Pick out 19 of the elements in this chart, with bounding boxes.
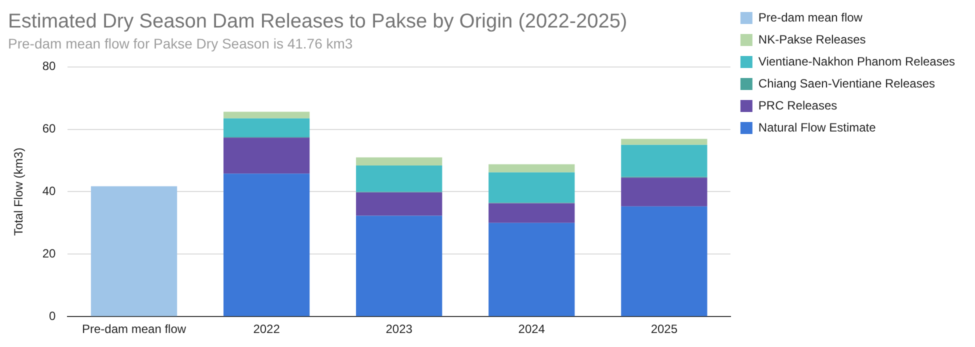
legend-label: Vientiane-Nakhon Phanom Releases bbox=[758, 54, 956, 68]
legend-label: Natural Flow Estimate bbox=[758, 120, 876, 134]
x-tick-label: 2022 bbox=[253, 322, 280, 336]
x-tick-label: 2023 bbox=[386, 322, 413, 336]
y-tick-label: 20 bbox=[42, 246, 56, 260]
y-tick-label: 80 bbox=[42, 59, 56, 74]
y-axis-title: Total Flow (km3) bbox=[12, 148, 26, 236]
legend-label: NK-Pakse Releases bbox=[758, 32, 866, 46]
chart-title: Estimated Dry Season Dam Releases to Pakse by Origin (2022-2025) bbox=[8, 10, 628, 33]
legend-label: Pre-dam mean flow bbox=[758, 10, 863, 24]
y-tick-label: 0 bbox=[49, 308, 56, 323]
y-tick-label: 60 bbox=[42, 122, 56, 136]
x-tick-label: 2025 bbox=[650, 322, 678, 336]
x-tick-label: Pre-dam mean flow bbox=[82, 322, 186, 336]
legend-label: PRC Releases bbox=[758, 98, 838, 112]
x-tick-label: 2024 bbox=[518, 322, 546, 336]
legend-label: Chiang Saen-Vientiane Releases bbox=[758, 76, 936, 90]
y-tick-label: 40 bbox=[42, 184, 56, 198]
chart-subtitle: Pre-dam mean flow for Pakse Dry Season is 41.76 km3 bbox=[8, 35, 353, 52]
